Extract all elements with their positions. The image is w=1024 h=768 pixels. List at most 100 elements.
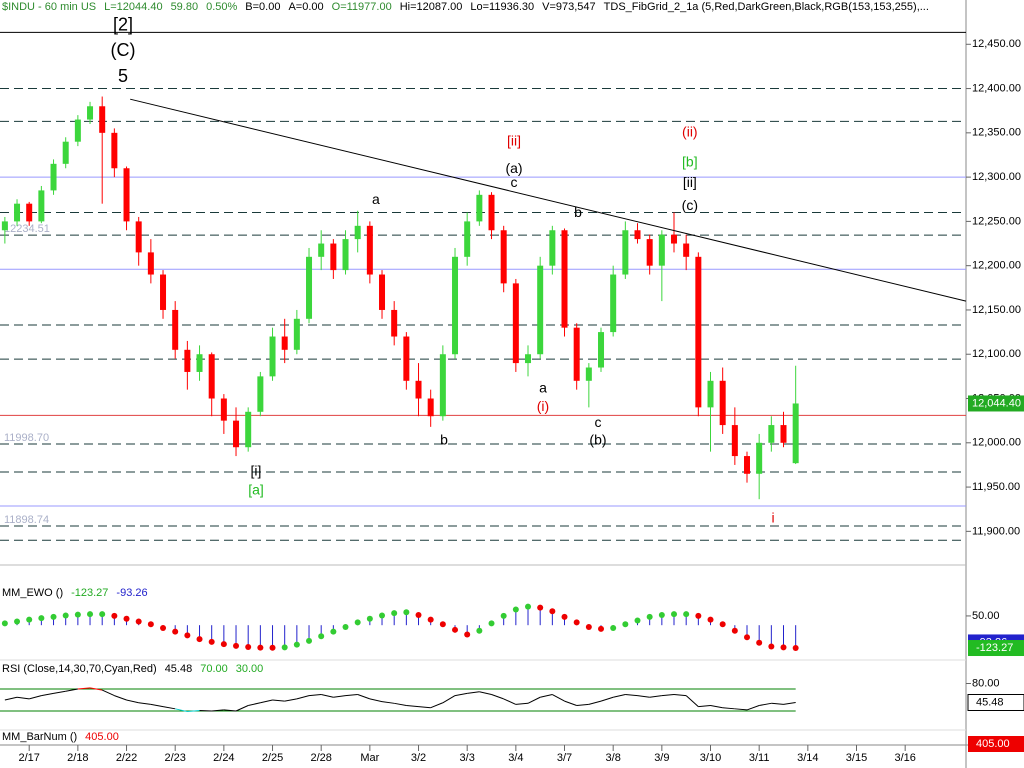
- header-item: O=11977.00: [332, 1, 392, 13]
- rsi-segment: [162, 706, 176, 710]
- last-price-label: 12,044.40: [972, 397, 1021, 409]
- header-item: Lo=11936.30: [470, 1, 534, 13]
- rsi-segment: [418, 706, 431, 709]
- trendline: [130, 98, 967, 302]
- ewo-dot: [780, 644, 787, 651]
- wave-label: a: [539, 379, 547, 395]
- candle-body: [354, 225, 361, 240]
- x-tick-label: 2/25: [262, 752, 283, 764]
- ewo-dot: [573, 619, 580, 626]
- rsi-segment: [126, 699, 139, 704]
- ewo-dot: [147, 621, 154, 628]
- ewo-dot: [87, 611, 94, 618]
- candle-body: [452, 256, 459, 355]
- rsi-segment: [613, 694, 626, 698]
- rsi-segment: [248, 702, 261, 706]
- candle-body: [780, 425, 787, 443]
- candle-body: [281, 336, 288, 350]
- candle-body: [123, 168, 130, 222]
- candle-body: [585, 367, 592, 381]
- candle-body: [342, 239, 349, 271]
- rsi-segment: [746, 705, 760, 711]
- rsi-segment: [175, 708, 188, 713]
- ewo-dot: [62, 612, 69, 619]
- rsi-segment: [369, 698, 383, 703]
- wave-label: 5: [118, 66, 128, 86]
- candle-body: [744, 456, 751, 474]
- x-tick-label: 3/4: [508, 752, 523, 764]
- ewo-dot: [403, 609, 410, 616]
- candle-body: [14, 203, 21, 222]
- ewo-dot: [610, 624, 617, 631]
- header-item: MM_EWO (): [2, 587, 63, 599]
- rsi-segment: [41, 692, 54, 697]
- header-item: TDS_FibGrid_2_1a (5,Red,DarkGreen,Black,…: [604, 1, 929, 13]
- panel-header: MM_EWO () -123.27 -93.26: [2, 587, 148, 599]
- header-item: V=973,547: [542, 1, 596, 13]
- candle-body: [74, 119, 81, 142]
- value-label: -123.27: [976, 642, 1013, 654]
- ewo-dot: [683, 611, 690, 618]
- rsi-segment: [783, 702, 796, 705]
- y-tick-label: 12,450.00: [972, 38, 1021, 50]
- level-label: 12234.51: [4, 223, 50, 235]
- rsi-segment: [308, 694, 322, 697]
- rsi-segment: [710, 705, 723, 709]
- x-tick-label: 2/24: [213, 752, 234, 764]
- candle-body: [537, 265, 544, 355]
- ewo-dot: [561, 613, 568, 620]
- candle-body: [330, 243, 337, 271]
- y-tick-label: 12,100.00: [972, 348, 1021, 360]
- ewo-dot: [354, 619, 361, 626]
- wave-label: (b): [589, 432, 606, 448]
- candle-body: [245, 411, 252, 448]
- candle-body: [658, 234, 665, 266]
- candle-body: [464, 221, 471, 257]
- ewo-dot: [671, 611, 678, 618]
- rsi-segment: [53, 690, 66, 694]
- rsi-segment: [771, 702, 784, 705]
- header-item: 405.00: [85, 731, 119, 743]
- ewo-dot: [269, 644, 276, 651]
- candle-body: [671, 234, 678, 244]
- rsi-segment: [89, 687, 103, 691]
- wave-label: a: [372, 191, 380, 207]
- wave-label: c: [511, 174, 518, 190]
- rsi-segment: [211, 709, 224, 712]
- ewo-dot: [719, 621, 726, 628]
- ewo-dot: [281, 644, 288, 651]
- rsi-segment: [381, 701, 395, 704]
- header-item: MM_BarNum (): [2, 731, 77, 743]
- wave-label: [ii]: [507, 132, 521, 148]
- ewo-dot: [1, 620, 8, 627]
- rsi-segment: [272, 699, 285, 702]
- x-tick-label: 2/28: [310, 752, 331, 764]
- x-tick-label: 3/10: [700, 752, 721, 764]
- candle-body: [391, 309, 398, 337]
- ewo-dot: [26, 616, 33, 623]
- candle-body: [379, 274, 386, 310]
- candle-body: [208, 354, 215, 399]
- ewo-dot: [415, 612, 422, 618]
- rsi-segment: [698, 705, 711, 708]
- ewo-dot: [512, 606, 519, 613]
- rsi-segment: [4, 696, 18, 701]
- x-tick-label: 3/8: [606, 752, 621, 764]
- candle-body: [87, 106, 94, 120]
- candle-body: [403, 336, 410, 381]
- rsi-segment: [759, 702, 772, 707]
- candle-body: [731, 425, 738, 457]
- candle-body: [184, 349, 191, 372]
- wave-label: [ii]: [683, 174, 697, 190]
- rsi-segment: [345, 694, 358, 697]
- level-label: 11898.74: [4, 514, 49, 526]
- header-item: Hi=12087.00: [400, 1, 463, 13]
- ewo-dot: [233, 642, 240, 649]
- header-item: 70.00: [200, 663, 228, 675]
- ewo-dot: [293, 641, 300, 648]
- x-tick-label: 3/2: [411, 752, 426, 764]
- ewo-dot: [318, 633, 325, 640]
- rsi-segment: [260, 699, 273, 704]
- candle-body: [269, 336, 276, 377]
- candle-body: [147, 252, 154, 275]
